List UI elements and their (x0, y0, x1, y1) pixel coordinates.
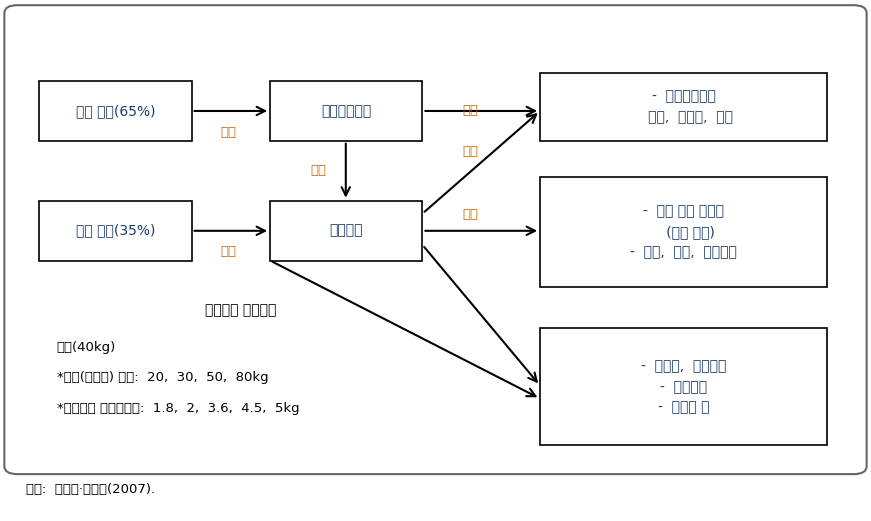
Text: 현미: 현미 (220, 126, 236, 139)
Text: -  특별취급기관
   군대,  교도소,  학교: - 특별취급기관 군대, 교도소, 학교 (635, 90, 733, 124)
Text: 현미: 현미 (311, 165, 327, 177)
FancyBboxPatch shape (39, 201, 192, 260)
Text: 정미업체: 정미업체 (329, 224, 363, 238)
Text: 민간 수입(35%): 민간 수입(35%) (76, 224, 155, 238)
Text: 자료:  박평식·박민수(2007).: 자료: 박평식·박민수(2007). (26, 483, 155, 496)
Text: 현미: 현미 (220, 245, 236, 258)
Text: *소비자용 소포장백미:  1.8,  2,  3.6,  4.5,  5kg: *소비자용 소포장백미: 1.8, 2, 3.6, 4.5, 5kg (57, 402, 300, 415)
Text: 벌크: 벌크 (463, 104, 478, 117)
Text: -  재래 양곡 판매점
   (벌크 판매)
-  호텔,  식당,  급식업체: - 재래 양곡 판매점 (벌크 판매) - 호텔, 식당, 급식업체 (631, 204, 737, 259)
FancyBboxPatch shape (270, 201, 422, 260)
FancyBboxPatch shape (540, 328, 827, 445)
Text: 벌크: 벌크 (463, 208, 478, 221)
FancyBboxPatch shape (540, 177, 827, 287)
Text: 벌크: 벌크 (463, 145, 478, 157)
Text: 소비자용 포장백미: 소비자용 포장백미 (205, 303, 276, 317)
FancyBboxPatch shape (540, 73, 827, 141)
FancyBboxPatch shape (39, 81, 192, 141)
Text: *벌크(대포장) 백미:  20,  30,  50,  80kg: *벌크(대포장) 백미: 20, 30, 50, 80kg (57, 371, 268, 384)
FancyBboxPatch shape (4, 5, 867, 474)
FancyBboxPatch shape (270, 81, 422, 141)
Text: 정부 수입(65%): 정부 수입(65%) (76, 104, 155, 118)
Text: -  백화점,  대형마트
-  슈퍼마켓
-  편의점 등: - 백화점, 대형마트 - 슈퍼마켓 - 편의점 등 (641, 359, 726, 414)
Text: 정부보유양곡: 정부보유양곡 (321, 104, 371, 118)
Text: 현미(40kg): 현미(40kg) (57, 341, 116, 354)
